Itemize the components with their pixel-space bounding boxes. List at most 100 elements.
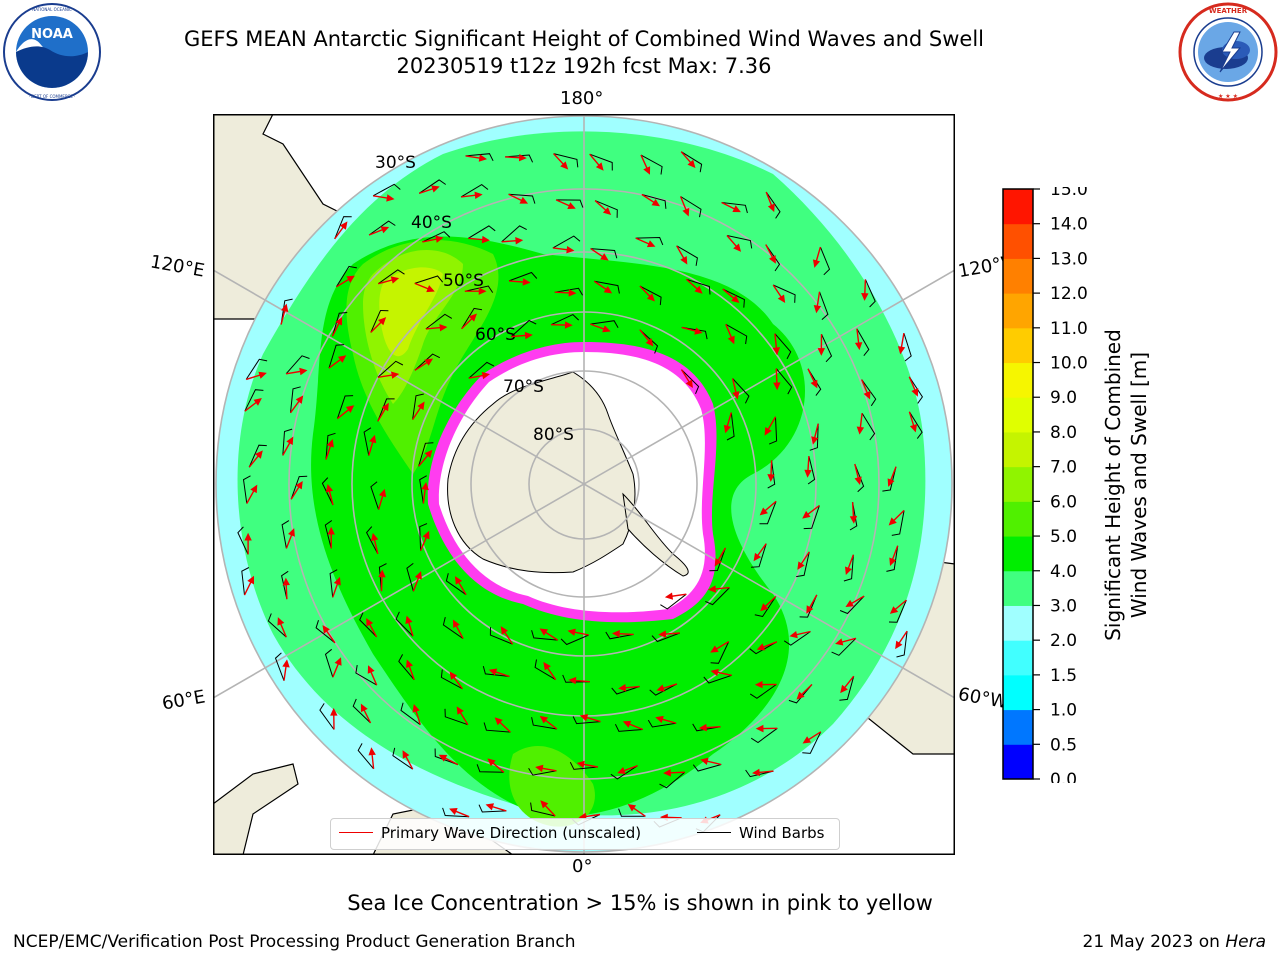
wind-barb bbox=[501, 225, 527, 243]
sea-ice-caption: Sea Ice Concentration > 15% is shown in … bbox=[347, 891, 933, 915]
colorbar-band bbox=[1003, 501, 1033, 537]
wind-barb bbox=[686, 278, 711, 295]
wind-barb bbox=[237, 526, 249, 555]
wind-barb bbox=[861, 412, 876, 441]
lon-label-60e: 60°E bbox=[160, 686, 207, 715]
colorbar-band bbox=[1003, 640, 1033, 676]
wind-barb bbox=[468, 361, 495, 379]
wind-barb bbox=[363, 427, 372, 456]
wind-barb bbox=[418, 442, 434, 467]
wind-barb bbox=[831, 637, 857, 656]
wind-barb bbox=[908, 411, 923, 439]
colorbar-tick-label: 11.0 bbox=[1050, 319, 1088, 339]
wind-barb bbox=[281, 520, 290, 549]
wave-direction-arrow bbox=[698, 723, 721, 732]
wind-barb bbox=[676, 245, 698, 266]
wind-barb bbox=[534, 659, 556, 681]
wind-barb bbox=[589, 153, 613, 171]
wave-direction-arrow bbox=[332, 657, 342, 678]
wind-barb bbox=[370, 481, 380, 510]
wind-barb bbox=[285, 355, 310, 375]
wind-barb bbox=[482, 665, 510, 677]
wave-direction-arrow bbox=[500, 626, 514, 645]
footer-date: 21 May 2023 on Hera bbox=[1083, 932, 1267, 952]
wave-direction-arrow bbox=[405, 615, 414, 637]
wind-barb bbox=[896, 631, 908, 658]
wave-direction-arrow bbox=[593, 280, 613, 294]
wind-barb bbox=[819, 291, 829, 320]
wave-direction-arrow bbox=[494, 717, 511, 733]
colorbar-band bbox=[1003, 674, 1033, 711]
wind-barb bbox=[635, 236, 664, 246]
wave-direction-arrow bbox=[679, 196, 690, 217]
colorbar-tick-label: 9.0 bbox=[1050, 388, 1077, 408]
wave-direction-arrow bbox=[835, 637, 857, 646]
wind-barb bbox=[370, 309, 389, 333]
map-subtitle: 20230519 t12z 192h fcst Max: 7.36 bbox=[396, 54, 772, 78]
wave-direction-arrow bbox=[908, 376, 919, 397]
wave-direction-arrow bbox=[844, 554, 855, 576]
wave-direction-arrow bbox=[765, 191, 775, 213]
wave-direction-arrow bbox=[656, 683, 678, 692]
nws-logo: WEATHER ★ ★ ★ bbox=[1178, 2, 1278, 102]
wind-barb bbox=[651, 632, 680, 643]
wave-direction-arrow bbox=[845, 595, 865, 608]
wave-direction-arrow bbox=[412, 571, 422, 592]
wind-barb bbox=[357, 743, 374, 770]
lon-label-120e: 120°E bbox=[148, 251, 207, 282]
wave-direction-arrow bbox=[290, 480, 303, 500]
map-border bbox=[213, 114, 955, 855]
wave-direction-arrow bbox=[618, 684, 640, 692]
wind-barb bbox=[639, 329, 659, 354]
wave-direction-arrow bbox=[508, 278, 531, 286]
wave-direction-arrow bbox=[861, 279, 869, 301]
wind-barb bbox=[709, 547, 726, 572]
wind-barb bbox=[749, 683, 777, 699]
wave-direction-arrow bbox=[579, 714, 601, 723]
wave-direction-arrow bbox=[854, 463, 862, 485]
wind-barb bbox=[765, 244, 781, 272]
wave-direction-arrow bbox=[419, 530, 430, 551]
wave-direction-arrow bbox=[627, 803, 646, 817]
wind-barb bbox=[352, 698, 371, 724]
colorbar-band bbox=[1003, 189, 1033, 225]
legend-barb-swatch bbox=[697, 832, 731, 833]
wind-barb bbox=[319, 703, 335, 730]
wave-direction-arrow bbox=[422, 235, 444, 243]
wave-direction-arrow bbox=[567, 628, 589, 636]
wave-direction-arrow bbox=[368, 226, 390, 236]
wind-barb bbox=[788, 684, 813, 704]
wind-barb bbox=[419, 523, 428, 551]
wind-barb bbox=[767, 460, 776, 489]
colorbar-label: Significant Height of Combined Wind Wave… bbox=[1100, 275, 1160, 695]
colorbar-tick-label: 14.0 bbox=[1050, 215, 1088, 235]
wind-barb bbox=[434, 748, 459, 766]
wind-barb bbox=[710, 641, 730, 664]
wave-direction-arrow bbox=[468, 371, 490, 380]
wave-direction-arrow bbox=[680, 369, 693, 388]
colorbar-band bbox=[1003, 570, 1033, 606]
noaa-logo: NOAA · NATIONAL OCEANIC · · DEPT OF COMM… bbox=[3, 3, 101, 101]
colorbar-band bbox=[1003, 466, 1033, 502]
colorbar-band bbox=[1003, 223, 1033, 259]
wave-direction-arrow bbox=[576, 760, 598, 769]
map-title: GEFS MEAN Antarctic Significant Height o… bbox=[183, 27, 985, 51]
wind-barb bbox=[819, 246, 831, 276]
wind-barb bbox=[412, 393, 424, 420]
wind-barb bbox=[365, 526, 379, 555]
wave-direction-arrow bbox=[897, 332, 906, 355]
wind-barb bbox=[336, 395, 354, 419]
wind-barb bbox=[281, 570, 289, 600]
svg-text:WEATHER: WEATHER bbox=[1209, 7, 1248, 15]
wind-barb bbox=[442, 616, 464, 640]
wind-barb bbox=[703, 674, 732, 684]
wind-barb bbox=[378, 269, 405, 285]
wind-barb bbox=[750, 727, 778, 744]
wave-direction-arrow bbox=[246, 484, 258, 504]
wind-barb bbox=[610, 765, 638, 780]
wind-barb bbox=[562, 674, 590, 683]
wave-direction-arrow bbox=[889, 599, 907, 614]
wave-direction-arrow bbox=[360, 703, 372, 724]
wind-barb bbox=[406, 563, 414, 592]
svg-text:★ ★ ★: ★ ★ ★ bbox=[1218, 93, 1238, 100]
